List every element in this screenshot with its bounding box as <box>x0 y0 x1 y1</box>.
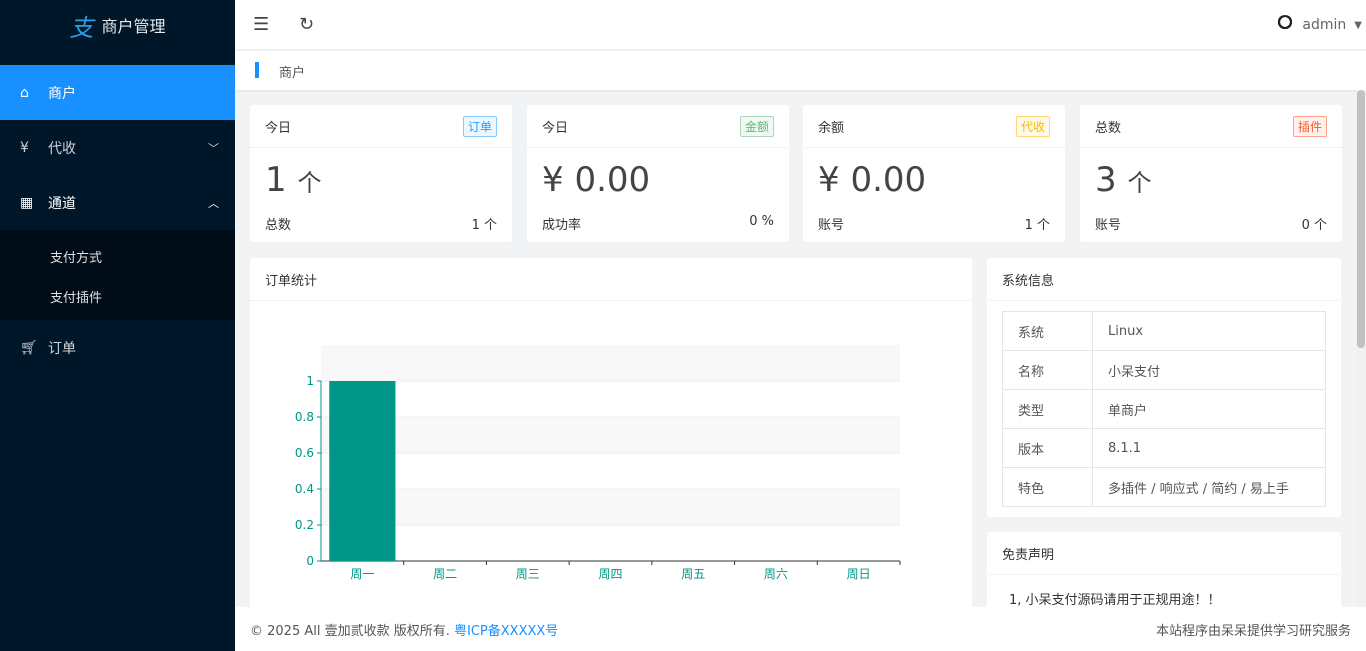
card-foot-value: 0 % <box>749 214 774 229</box>
stat-card: 今日 金额 ¥ 0.00 成功率 0 % <box>527 105 789 242</box>
card-foot-label: 成功率 <box>542 218 582 233</box>
order-stats-panel: 订单统计 0 0.2 0.4 0.6 0.8 1 周一 周二 周三 周四 周五 周六 周日 <box>250 258 972 618</box>
table-row: 版本 8.1.1 <box>1002 428 1326 468</box>
disclaimer-line: 1, 小呆支付源码请用于正规用途！！ <box>1009 593 1221 608</box>
cart-icon: 🛒︎ <box>20 339 38 356</box>
icp-link[interactable]: 粤ICP备XXXXX号 <box>454 623 559 639</box>
chevron-up-icon: ︿ <box>208 196 219 210</box>
order-chart: 0 0.2 0.4 0.6 0.8 1 周一 周二 周三 周四 周五 周六 周日 <box>295 345 901 581</box>
card-value: 3 <box>1095 160 1117 200</box>
card-foot-label: 账号 <box>1095 218 1122 233</box>
home-icon: ⌂ <box>20 84 29 101</box>
panel-title: 系统信息 <box>987 258 1341 301</box>
grid-band <box>321 417 900 453</box>
sidebar-item-channel[interactable]: ▦ 通道 ︿ <box>20 194 219 212</box>
x-tick-label: 周二 <box>433 567 457 581</box>
stat-card: 总数 插件 3 个 账号 0 个 <box>1080 105 1342 242</box>
card-title: 今日 <box>265 120 292 136</box>
chevron-down-icon: ﹀ <box>208 141 219 155</box>
copyright: © 2025 All 壹加贰收款 版权所有. <box>250 623 450 639</box>
user-menu[interactable]: admin ▼ <box>1276 15 1362 35</box>
refresh-icon[interactable]: ↻ <box>299 14 315 35</box>
stat-card: 今日 订单 1 个 总数 1 个 <box>250 105 512 242</box>
table-row: 名称 小呆支付 <box>1002 350 1326 390</box>
x-tick-label: 周六 <box>764 567 788 581</box>
panel-title: 订单统计 <box>250 258 972 301</box>
sidebar-item-merchant[interactable]: ⌂ 商户 <box>0 65 235 120</box>
card-foot-value: 0 个 <box>1301 218 1327 233</box>
scrollbar[interactable] <box>1356 90 1366 607</box>
apps-icon: ▦ <box>20 194 34 211</box>
header: ☰ ↻ admin ▼ <box>235 0 1366 50</box>
card-unit: 个 <box>297 169 322 197</box>
card-tag: 插件 <box>1292 115 1327 137</box>
sidebar-item-collect[interactable]: ¥ 代收 ﹀ <box>20 139 219 157</box>
system-info-panel: 系统信息 系统 Linux 名称 小呆支付 类型 单商户 版本 8.1.1 特色 多插件 / 响应… <box>987 258 1341 517</box>
panel-title: 免责声明 <box>987 532 1341 575</box>
info-value: 8.1.1 <box>1092 428 1326 468</box>
info-key: 类型 <box>1002 389 1093 429</box>
card-title: 总数 <box>1095 120 1122 136</box>
caret-down-icon: ▼ <box>1354 19 1362 31</box>
card-title: 余额 <box>818 120 845 136</box>
x-tick-label: 周一 <box>350 567 374 581</box>
card-value: 1 <box>265 160 287 200</box>
sidebar-item-orders[interactable]: 🛒︎ 订单 <box>20 339 76 357</box>
info-value: Linux <box>1092 311 1326 351</box>
info-key: 版本 <box>1002 428 1093 468</box>
avatar <box>1276 15 1295 35</box>
card-unit: 个 <box>1127 169 1152 197</box>
card-foot-value: 1 个 <box>1024 218 1050 233</box>
logo[interactable]: 支商户管理 <box>0 0 235 50</box>
sidebar: 支商户管理 ⌂ 商户 ¥ 代收 ﹀ ▦ 通道 ︿ 支付方式 支付插件 🛒︎ 订单 <box>0 0 235 651</box>
card-value: ¥ 0.00 <box>542 160 651 200</box>
footer-credit: 本站程序由呆呆提供学习研究服务 <box>1155 623 1351 639</box>
card-foot-label: 账号 <box>818 218 845 233</box>
x-tick-label: 周日 <box>847 567 871 581</box>
stat-card: 余额 代收 ¥ 0.00 账号 1 个 <box>803 105 1065 242</box>
sidebar-item-pay-plugin[interactable]: 支付插件 <box>50 291 103 306</box>
yen-icon: ¥ <box>20 139 29 156</box>
system-info-table: 系统 Linux 名称 小呆支付 类型 单商户 版本 8.1.1 特色 多插件 / 响应式 / 简… <box>1002 311 1326 507</box>
y-tick-label: 1 <box>306 374 314 388</box>
collapse-menu-icon[interactable]: ☰ <box>253 14 270 35</box>
bar <box>329 381 396 561</box>
sidebar-item-pay-method[interactable]: 支付方式 <box>50 251 103 266</box>
table-row: 系统 Linux <box>1002 311 1326 351</box>
card-value: ¥ 0.00 <box>818 160 927 200</box>
app-title: 商户管理 <box>101 17 166 36</box>
info-key: 系统 <box>1002 311 1093 351</box>
card-title: 今日 <box>542 120 569 136</box>
info-key: 名称 <box>1002 350 1093 390</box>
info-key: 特色 <box>1002 467 1093 507</box>
y-tick-label: 0 <box>306 554 314 568</box>
y-tick-label: 0.4 <box>295 482 314 496</box>
table-row: 特色 多插件 / 响应式 / 简约 / 易上手 <box>1002 467 1326 507</box>
breadcrumb-item[interactable]: 商户 <box>279 66 306 81</box>
grid-band <box>321 489 900 525</box>
logo-icon: 支 <box>69 13 94 42</box>
info-value: 小呆支付 <box>1092 350 1326 390</box>
card-tag: 金额 <box>739 115 774 137</box>
card-tag: 订单 <box>462 115 497 137</box>
info-value: 单商户 <box>1092 389 1326 429</box>
y-tick-label: 0.8 <box>295 410 314 424</box>
info-value: 多插件 / 响应式 / 简约 / 易上手 <box>1092 467 1326 507</box>
grid-band <box>321 345 900 381</box>
footer: © 2025 All 壹加贰收款 版权所有. 粤ICP备XXXXX号 本站程序由… <box>235 607 1366 651</box>
card-tag: 代收 <box>1015 115 1050 137</box>
table-row: 类型 单商户 <box>1002 389 1326 429</box>
y-tick-label: 0.6 <box>295 446 314 460</box>
card-foot-value: 1 个 <box>471 218 497 233</box>
x-tick-label: 周四 <box>598 567 622 581</box>
breadcrumb: 商户 <box>235 51 1366 90</box>
x-tick-label: 周五 <box>681 567 705 581</box>
card-foot-label: 总数 <box>265 218 292 233</box>
x-tick-label: 周三 <box>516 567 540 581</box>
y-tick-label: 0.2 <box>295 518 314 532</box>
